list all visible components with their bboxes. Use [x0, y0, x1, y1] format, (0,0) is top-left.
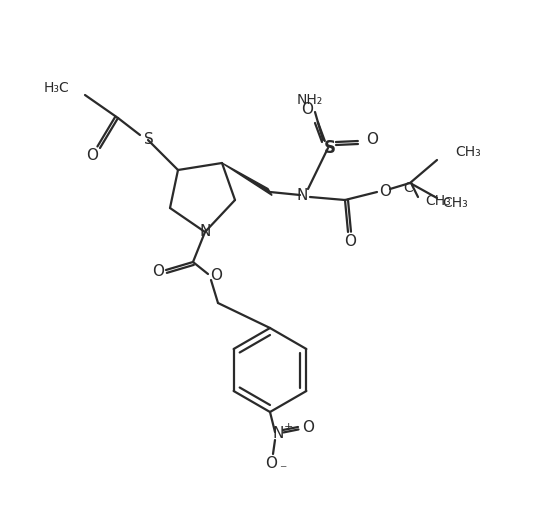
Text: O: O: [210, 267, 222, 283]
Text: CH₃: CH₃: [442, 196, 468, 210]
Text: N: N: [199, 225, 211, 239]
Text: N: N: [272, 425, 284, 440]
Text: CH₃: CH₃: [425, 194, 451, 208]
Text: O: O: [301, 101, 313, 116]
Text: S: S: [324, 139, 336, 157]
Text: C: C: [403, 181, 413, 195]
Text: O: O: [302, 420, 314, 435]
Text: +: +: [283, 422, 293, 432]
Text: O: O: [366, 131, 378, 146]
Text: O: O: [379, 183, 391, 198]
Text: N: N: [296, 188, 307, 203]
Text: O: O: [86, 148, 98, 163]
Text: O: O: [265, 456, 277, 472]
Text: O: O: [344, 234, 356, 249]
Text: S: S: [144, 131, 154, 146]
Text: H₃C: H₃C: [43, 81, 69, 95]
Text: ⁻: ⁻: [279, 463, 287, 477]
Text: NH₂: NH₂: [297, 93, 323, 107]
Text: CH₃: CH₃: [455, 145, 481, 159]
Polygon shape: [222, 163, 272, 195]
Text: O: O: [152, 265, 164, 280]
